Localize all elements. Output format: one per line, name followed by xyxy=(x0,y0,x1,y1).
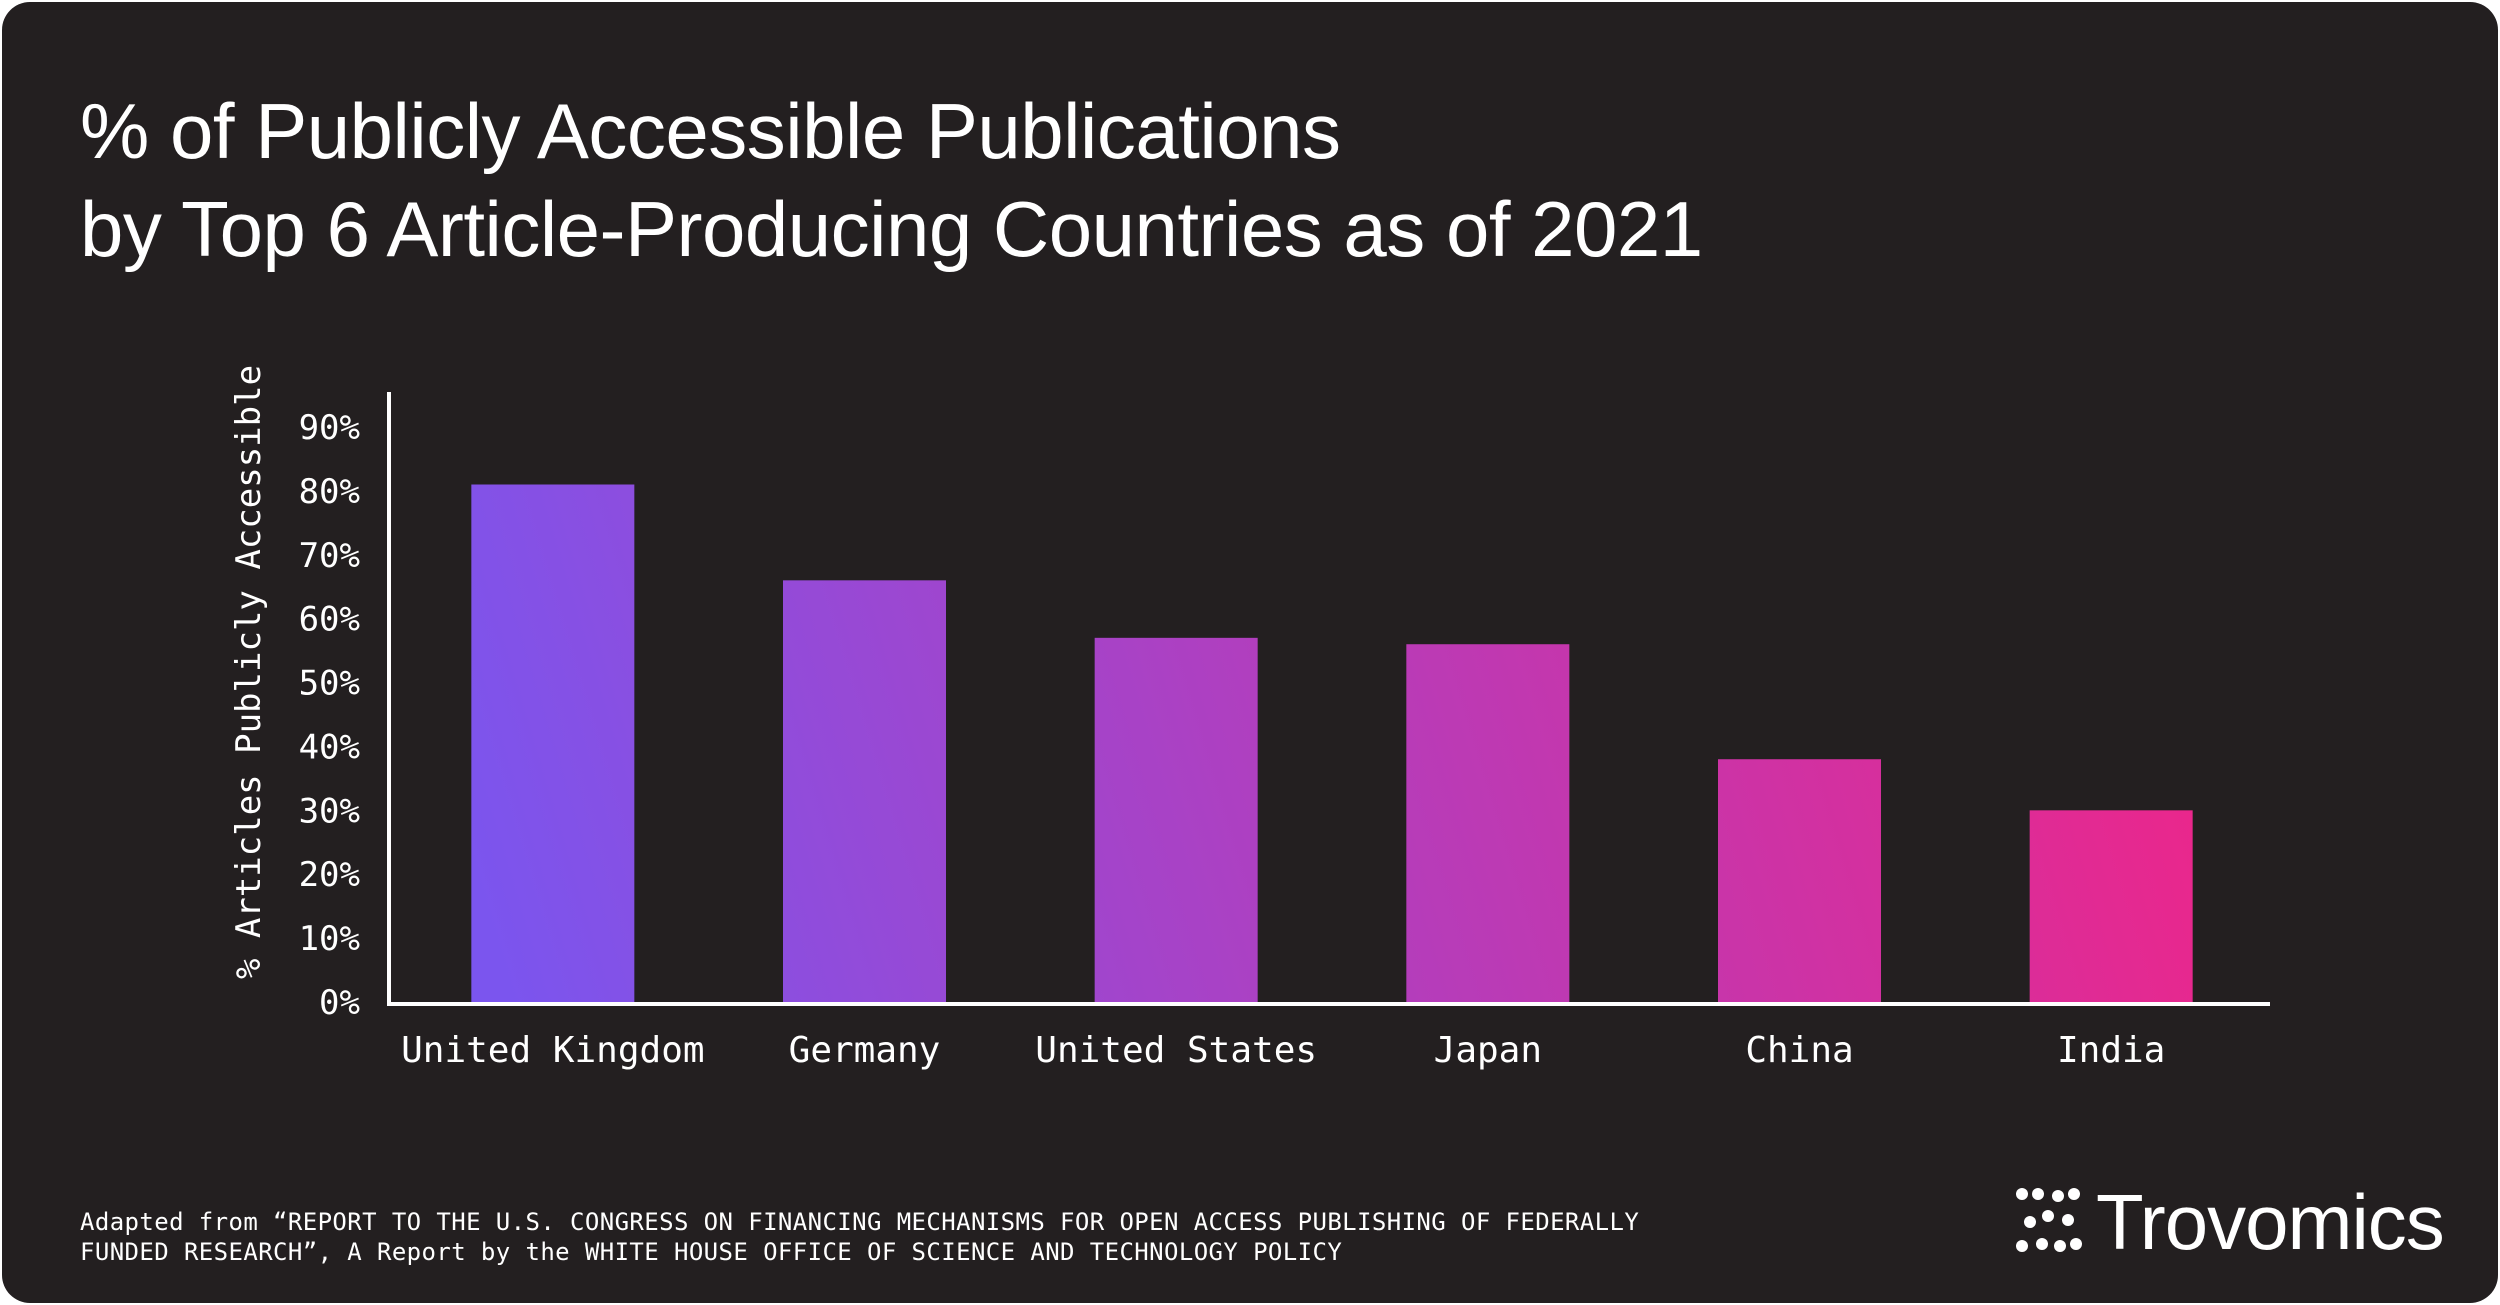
source-line-1: Adapted from “REPORT TO THE U.S. CONGRES… xyxy=(80,1208,1640,1236)
x-tick-label: Japan xyxy=(1434,1030,1542,1071)
brand-name: Trovomics xyxy=(2096,1177,2445,1266)
bar-india xyxy=(2029,810,2193,1002)
y-tick-label: 40% xyxy=(299,727,360,767)
y-axis-ticks: 0% 10% 20% 30% 40% 50% 60% 70% 80% 90% xyxy=(299,408,360,1023)
y-tick-label: 50% xyxy=(299,664,360,704)
bar-germany xyxy=(783,580,946,1002)
x-tick-label: India xyxy=(2057,1030,2165,1071)
brand-logo: Trovomics xyxy=(2012,1162,2472,1282)
bar-united-kingdom xyxy=(471,484,635,1002)
y-tick-label: 60% xyxy=(299,600,360,640)
y-axis-label: % Articles Publicly Accessible xyxy=(229,365,269,979)
x-axis-ticks: United Kingdom Germany United States Japan C… xyxy=(401,1030,2165,1071)
y-tick-label: 80% xyxy=(299,472,360,512)
chart-title-line-1: % of Publicly Accessible Publications xyxy=(80,87,1341,175)
chart-title-line-2: by Top 6 Article-Producing Countries as … xyxy=(80,185,1703,273)
source-note: Adapted from “REPORT TO THE U.S. CONGRES… xyxy=(80,1207,1980,1267)
chart-title: % of Publicly Accessible Publications by… xyxy=(80,82,2280,278)
bar-china xyxy=(1718,759,1881,1002)
y-tick-label: 30% xyxy=(299,791,360,831)
x-tick-label: Germany xyxy=(789,1030,941,1071)
x-tick-label: China xyxy=(1745,1030,1853,1071)
x-tick-label: United States xyxy=(1035,1030,1317,1071)
bars xyxy=(471,484,2193,1002)
y-tick-label: 0% xyxy=(319,983,360,1023)
bar-japan xyxy=(1406,644,1570,1002)
y-tick-label: 90% xyxy=(299,408,360,448)
bar-united-states xyxy=(1094,637,1258,1002)
x-tick-label: United Kingdom xyxy=(401,1030,704,1071)
source-line-2: FUNDED RESEARCH”, A Report by the WHITE … xyxy=(80,1238,1343,1266)
y-tick-label: 70% xyxy=(299,536,360,576)
molecule-dots-icon xyxy=(2016,1188,2082,1252)
y-tick-label: 10% xyxy=(299,919,360,959)
y-tick-label: 20% xyxy=(299,855,360,895)
